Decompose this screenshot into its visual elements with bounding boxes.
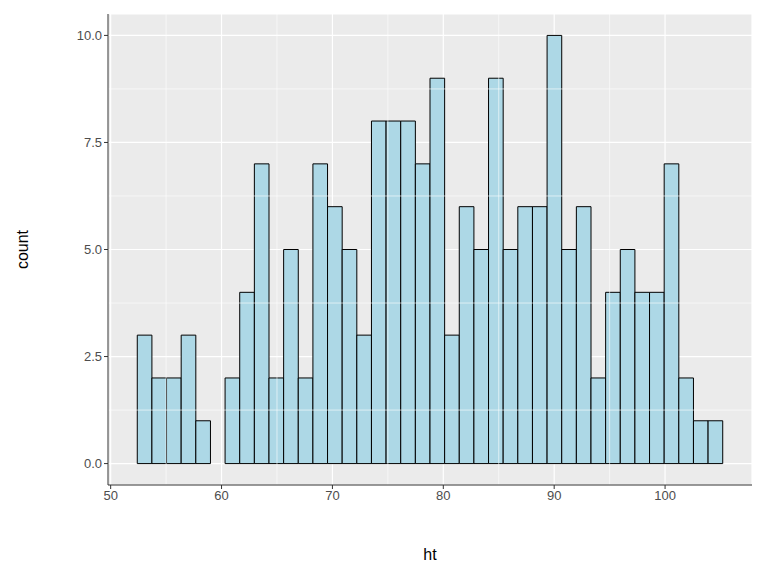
svg-text:80: 80 xyxy=(436,488,450,503)
svg-text:7.5: 7.5 xyxy=(84,135,102,150)
svg-text:0.0: 0.0 xyxy=(84,456,102,471)
svg-text:90: 90 xyxy=(547,488,561,503)
svg-text:70: 70 xyxy=(325,488,339,503)
svg-text:count: count xyxy=(14,229,31,269)
svg-text:2.5: 2.5 xyxy=(84,349,102,364)
svg-text:60: 60 xyxy=(214,488,228,503)
svg-text:5.0: 5.0 xyxy=(84,242,102,257)
svg-text:10.0: 10.0 xyxy=(77,28,102,43)
svg-text:50: 50 xyxy=(103,488,117,503)
svg-text:ht: ht xyxy=(423,546,437,563)
svg-text:100: 100 xyxy=(654,488,676,503)
